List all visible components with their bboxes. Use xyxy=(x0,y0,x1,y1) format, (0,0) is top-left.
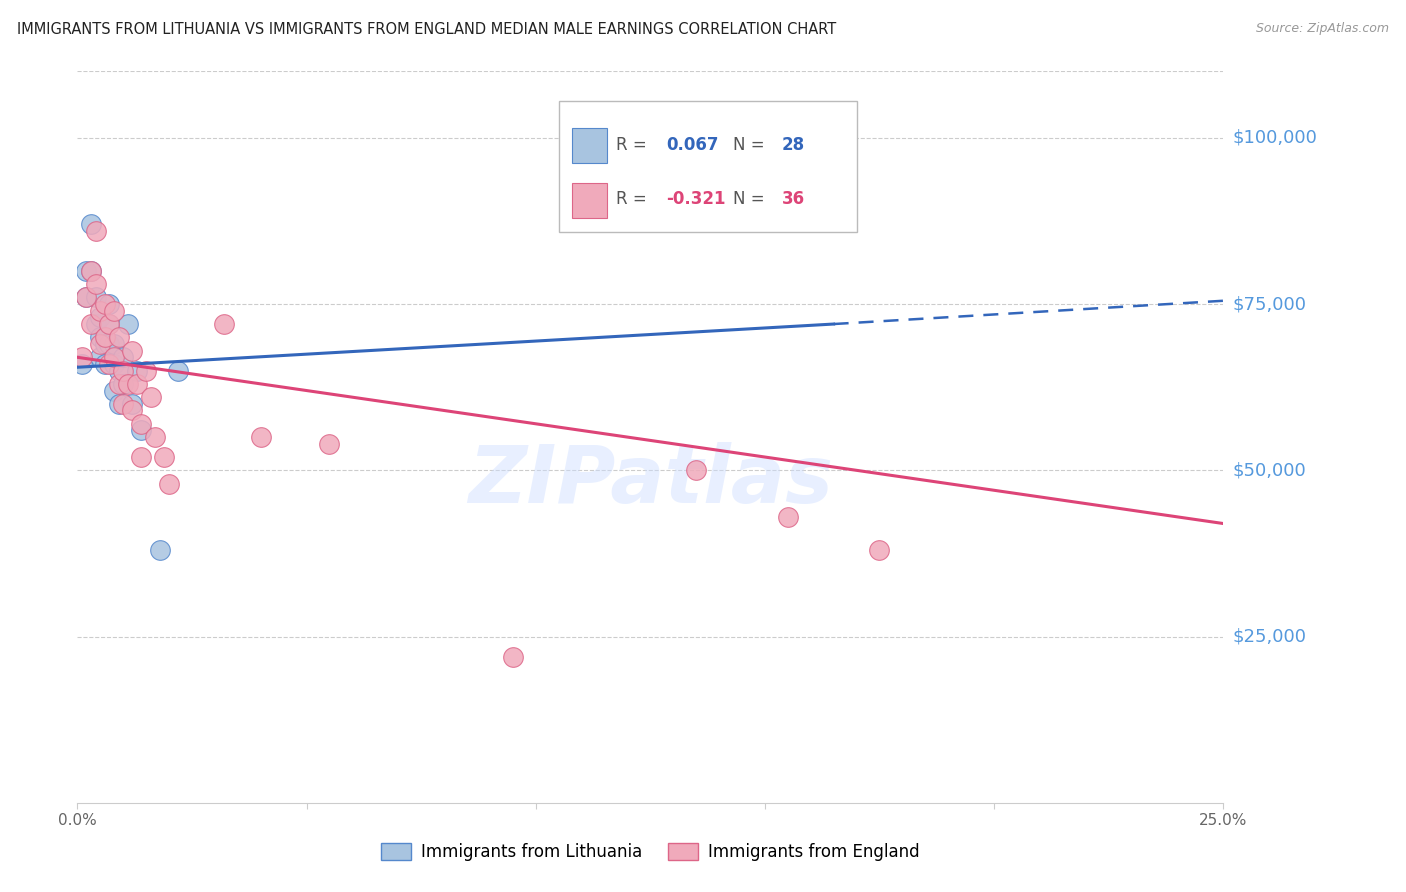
Point xyxy=(139,390,162,404)
Text: Source: ZipAtlas.com: Source: ZipAtlas.com xyxy=(1256,22,1389,36)
Text: R =: R = xyxy=(616,190,652,209)
Point xyxy=(157,476,180,491)
Text: ZIPatlas: ZIPatlas xyxy=(468,442,832,520)
Point xyxy=(107,397,129,411)
Point xyxy=(84,317,107,331)
Text: IMMIGRANTS FROM LITHUANIA VS IMMIGRANTS FROM ENGLAND MEDIAN MALE EARNINGS CORREL: IMMIGRANTS FROM LITHUANIA VS IMMIGRANTS … xyxy=(17,22,837,37)
Point xyxy=(125,376,148,391)
Point xyxy=(869,543,891,558)
Point xyxy=(89,303,111,318)
Point xyxy=(70,357,93,371)
Point xyxy=(112,363,135,377)
Point xyxy=(685,463,707,477)
Point xyxy=(107,330,129,344)
Point xyxy=(121,343,143,358)
Point xyxy=(80,217,103,231)
Text: R =: R = xyxy=(616,136,652,153)
Point xyxy=(80,264,103,278)
Point xyxy=(98,297,121,311)
Point xyxy=(84,224,107,238)
Point xyxy=(502,649,524,664)
Point xyxy=(249,430,271,444)
Point xyxy=(121,397,143,411)
Point xyxy=(89,351,111,365)
Point xyxy=(70,351,93,365)
Point xyxy=(98,337,121,351)
Point xyxy=(167,363,190,377)
Point xyxy=(94,337,117,351)
Point xyxy=(212,317,235,331)
Point xyxy=(103,351,125,365)
Point xyxy=(103,337,125,351)
Point xyxy=(121,403,143,417)
Point xyxy=(98,317,121,331)
Point xyxy=(103,303,125,318)
Point xyxy=(84,290,107,304)
Point xyxy=(103,357,125,371)
Point xyxy=(112,376,135,391)
Point xyxy=(80,317,103,331)
Point xyxy=(84,277,107,292)
Text: 36: 36 xyxy=(782,190,806,209)
Point xyxy=(94,297,117,311)
Point xyxy=(153,450,176,464)
Point xyxy=(149,543,172,558)
Text: $25,000: $25,000 xyxy=(1233,628,1306,646)
Point xyxy=(89,330,111,344)
Point xyxy=(112,351,135,365)
Legend: Immigrants from Lithuania, Immigrants from England: Immigrants from Lithuania, Immigrants fr… xyxy=(374,836,927,868)
Point xyxy=(76,290,98,304)
Point xyxy=(117,376,139,391)
Point xyxy=(117,317,139,331)
Point xyxy=(107,363,129,377)
Point xyxy=(776,509,799,524)
Point xyxy=(131,417,153,431)
Point xyxy=(125,363,148,377)
Text: 0.067: 0.067 xyxy=(666,136,718,153)
Text: 28: 28 xyxy=(782,136,806,153)
Bar xyxy=(572,128,607,163)
Bar xyxy=(572,183,607,218)
Point xyxy=(112,397,135,411)
Point xyxy=(80,264,103,278)
Point xyxy=(107,376,129,391)
Bar xyxy=(558,101,856,232)
Text: N =: N = xyxy=(733,136,769,153)
Point xyxy=(131,424,153,438)
Point xyxy=(98,357,121,371)
Point xyxy=(98,317,121,331)
Point xyxy=(76,264,98,278)
Point xyxy=(135,363,157,377)
Point xyxy=(76,290,98,304)
Point xyxy=(143,430,166,444)
Point xyxy=(103,384,125,398)
Text: -0.321: -0.321 xyxy=(666,190,725,209)
Point xyxy=(94,357,117,371)
Text: N =: N = xyxy=(733,190,769,209)
Point xyxy=(318,436,340,450)
Point xyxy=(131,450,153,464)
Point xyxy=(94,330,117,344)
Text: $50,000: $50,000 xyxy=(1233,461,1306,479)
Text: $75,000: $75,000 xyxy=(1233,295,1306,313)
Point xyxy=(89,337,111,351)
Text: $100,000: $100,000 xyxy=(1233,128,1317,147)
Point xyxy=(89,310,111,325)
